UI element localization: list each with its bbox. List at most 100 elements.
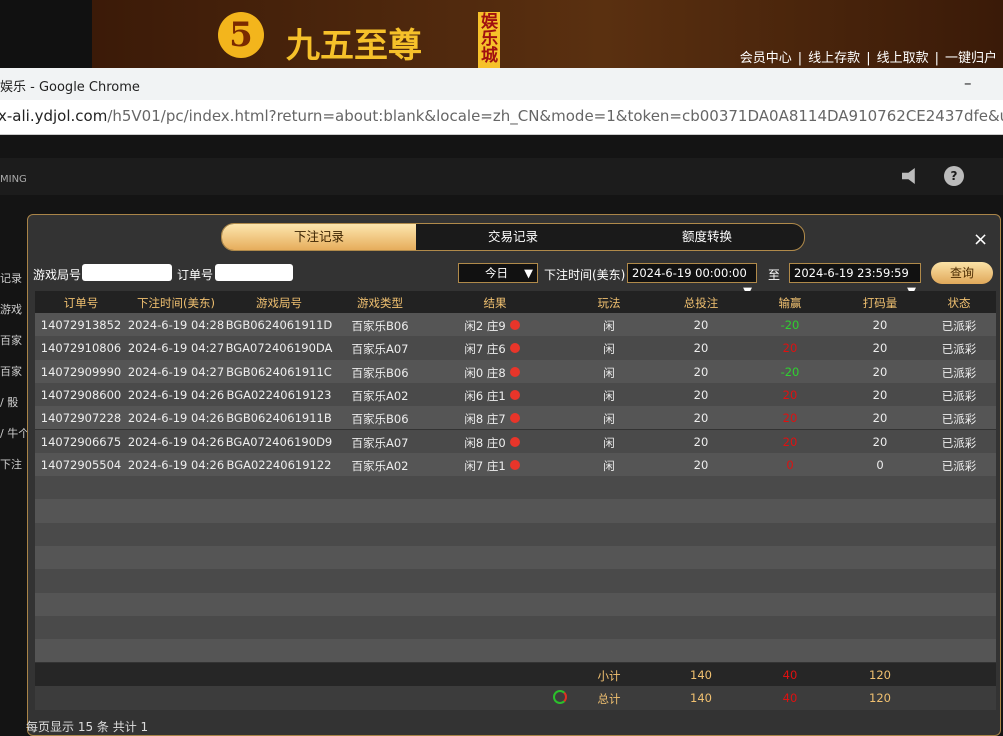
table-row	[35, 499, 996, 523]
tab[interactable]: 额度转换	[681, 229, 732, 244]
header-cell: 下注时间(美东)	[137, 296, 215, 310]
table-cell: 2024-6-19 04:26	[127, 457, 225, 472]
table-cell: 2024-6-19 04:27	[127, 364, 225, 379]
top-link[interactable]: 一键归户	[944, 51, 997, 66]
top-link[interactable]: 线上存款	[808, 51, 861, 66]
table-cell: 14072913852	[40, 318, 122, 332]
table-row	[35, 522, 996, 546]
address-bar[interactable]: x-ali.ydjol.com/h5V01/pc/index.html?retu…	[0, 100, 1003, 135]
refresh-icon[interactable]	[553, 690, 567, 704]
table-cell: 20	[872, 411, 888, 426]
table-cell: 闲	[603, 388, 615, 403]
table-cell: BGA02240619122	[226, 457, 332, 472]
table-cell: 百家乐B06	[351, 319, 409, 333]
header-cell: 状态	[947, 296, 971, 310]
table-cell: 20	[693, 341, 709, 356]
minimize[interactable]: –	[964, 74, 972, 92]
table-cell: 14072906675	[40, 434, 122, 449]
bet-record-modal: 下注记录 交易记录 额度转换 × 游戏局号 订单号 今日 ▼ 下注时间(美东) 202…	[26, 214, 1001, 736]
table-cell: 0	[876, 457, 884, 472]
end-select[interactable]: 2024-6-19 23:59:59▼	[789, 263, 921, 298]
table-cell: 20	[693, 434, 709, 449]
window-title: 娱乐 - Google Chrome	[0, 80, 140, 95]
logo-side: 娱乐城	[478, 12, 500, 68]
table-cell: BGB0624061911D	[225, 318, 333, 332]
sidebar-item[interactable]: 记录	[0, 272, 22, 285]
header-cell: 结果	[483, 296, 507, 310]
top-links: 会员中心 | 线上存款 | 线上取款 | 一键归户	[740, 47, 997, 66]
sound-icon[interactable]	[902, 168, 915, 184]
header-cell: 打码量	[862, 296, 898, 310]
start-select[interactable]: 2024-6-19 00:00:00▼	[627, 263, 757, 298]
help-icon[interactable]: ?	[944, 166, 964, 186]
play-icon[interactable]	[510, 413, 520, 424]
close-button[interactable]: ×	[973, 229, 989, 250]
summary-code-amount: 120	[869, 691, 891, 705]
table-cell: 百家乐A07	[351, 435, 409, 450]
table-cell: 2024-6-19 04:28	[127, 318, 225, 332]
table-cell: 20	[693, 411, 709, 426]
table-cell: 闲6 庄1	[464, 388, 506, 403]
sidebar-item[interactable]: 百家	[0, 334, 22, 347]
table-cell: 14072907228	[40, 411, 122, 426]
header-cell: 游戏局号	[256, 296, 302, 310]
header-cell: 玩法	[597, 296, 621, 310]
table-row	[35, 615, 996, 640]
table-header	[35, 291, 996, 313]
table-cell: 闲7 庄6	[464, 342, 506, 357]
header-cell: 订单号	[63, 296, 99, 310]
tab[interactable]: 下注记录	[222, 224, 416, 250]
summary-row	[35, 662, 996, 686]
sidebar-item[interactable]: / 骰	[0, 396, 19, 409]
pager: 每页显示 15 条 共计 1	[26, 720, 149, 734]
table-cell: 2024-6-19 04:26	[127, 387, 225, 402]
summary-code-amount: 120	[869, 667, 891, 682]
table-cell: 2024-6-19 04:26	[127, 434, 225, 449]
sidebar-item[interactable]: / 牛个	[0, 427, 27, 440]
play-icon[interactable]	[510, 459, 520, 470]
table-row	[35, 569, 996, 593]
table-cell: 20	[872, 341, 888, 356]
table-cell: 20	[872, 434, 888, 449]
play-icon[interactable]	[510, 436, 520, 447]
table-row	[35, 592, 996, 616]
summary-win-loss: 40	[782, 667, 798, 682]
table-cell: 2024-6-19 04:27	[127, 341, 225, 356]
table-cell: 百家乐A02	[351, 388, 409, 403]
play-icon[interactable]	[510, 366, 520, 377]
top-link[interactable]: 会员中心	[739, 51, 792, 66]
table-cell: 20	[693, 318, 709, 332]
play-icon[interactable]	[510, 389, 520, 400]
filter-label: 订单号	[177, 268, 214, 282]
table-cell: 闲0 庄8	[464, 365, 506, 380]
table-cell: 闲	[603, 365, 615, 380]
url-domain: x-ali.ydjol.com	[0, 107, 108, 125]
table-cell: 14072910806	[40, 341, 122, 356]
sidebar-item[interactable]: 百家	[0, 365, 22, 378]
separator: |	[797, 51, 803, 66]
table-cell: BGB0624061911C	[226, 364, 332, 379]
browser-title-bar: 娱乐 - Google Chrome –	[0, 68, 1003, 100]
table-cell: 20	[782, 341, 798, 356]
filter-label: 游戏局号	[33, 268, 82, 282]
table-cell: 闲	[603, 458, 615, 473]
order-input[interactable]	[215, 264, 293, 281]
play-icon[interactable]	[510, 343, 520, 354]
filter-label: 下注时间(美东)	[544, 268, 626, 282]
table-cell: BGA072406190D9	[225, 434, 333, 449]
sidebar-item[interactable]: 下注	[0, 458, 22, 471]
sidebar-item[interactable]: 游戏	[0, 303, 22, 316]
table-cell: 14072908600	[40, 387, 122, 402]
top-link[interactable]: 线上取款	[876, 51, 929, 66]
play-icon[interactable]	[510, 320, 520, 330]
round-input[interactable]	[82, 264, 172, 281]
table-cell: 闲7 庄1	[464, 458, 506, 473]
summary-label: 小计	[597, 668, 621, 683]
table-cell: 14072909990	[40, 364, 122, 379]
query-button[interactable]: 查询	[931, 262, 993, 284]
table-cell: 20	[782, 387, 798, 402]
tab[interactable]: 交易记录	[487, 229, 538, 244]
banner: 5 九五至尊 娱乐城 会员中心 | 线上存款 | 线上取款 | 一键归户	[0, 0, 1003, 68]
range-select[interactable]: 今日 ▼	[458, 263, 538, 283]
table-cell: 已派彩	[941, 458, 977, 473]
